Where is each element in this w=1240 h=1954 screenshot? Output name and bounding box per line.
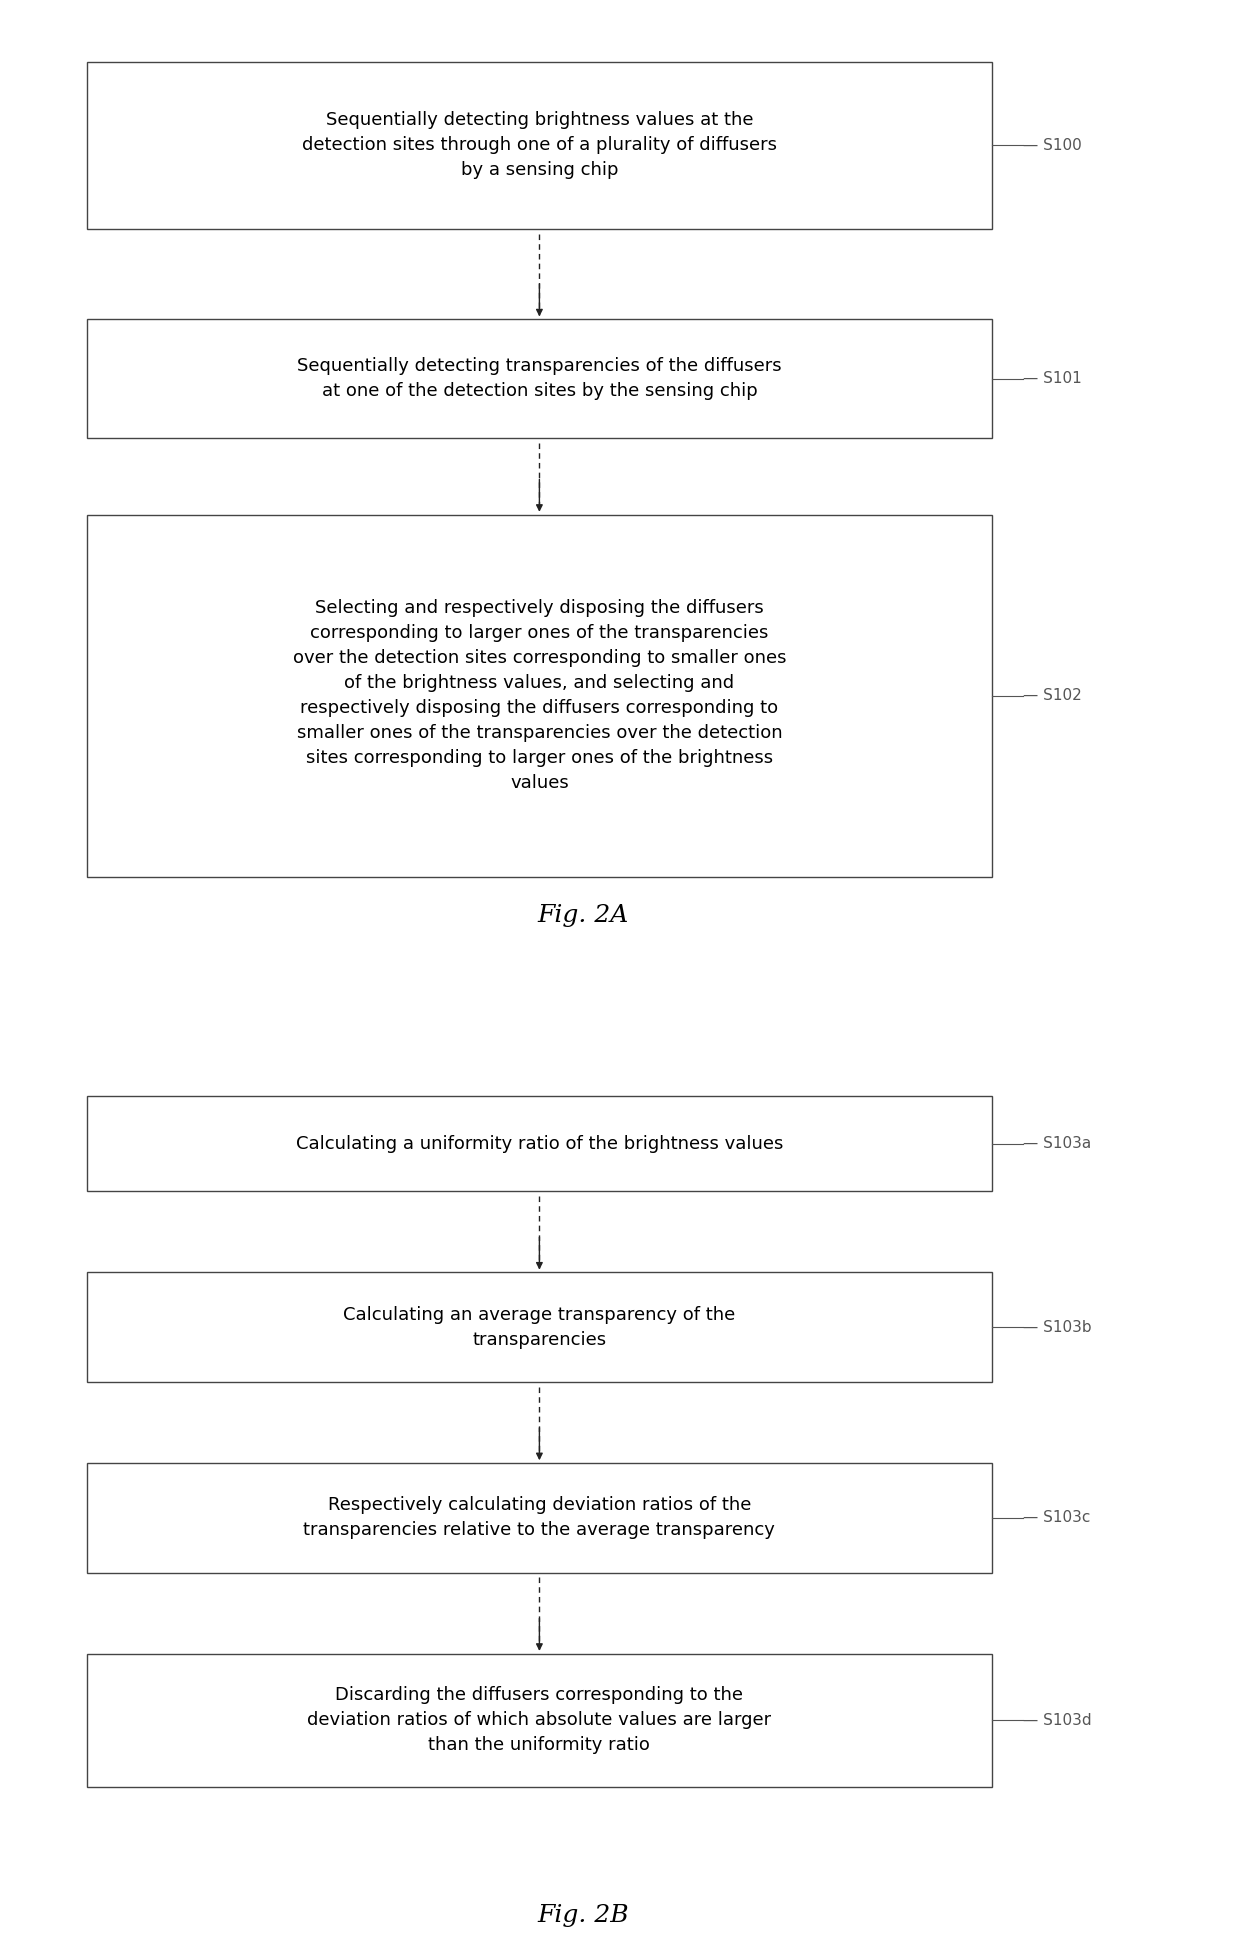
Text: — S103c: — S103c — [1023, 1510, 1090, 1526]
Text: — S102: — S102 — [1023, 688, 1081, 703]
Bar — [87, 319, 992, 438]
Text: Calculating a uniformity ratio of the brightness values: Calculating a uniformity ratio of the br… — [295, 1135, 784, 1153]
Text: — S103a: — S103a — [1023, 1137, 1091, 1151]
Text: Respectively calculating deviation ratios of the
transparencies relative to the : Respectively calculating deviation ratio… — [304, 1497, 775, 1540]
Text: Discarding the diffusers corresponding to the
deviation ratios of which absolute: Discarding the diffusers corresponding t… — [308, 1686, 771, 1755]
Text: Calculating an average transparency of the
transparencies: Calculating an average transparency of t… — [343, 1305, 735, 1348]
Text: — S100: — S100 — [1023, 139, 1081, 152]
Bar — [87, 63, 992, 229]
Text: Sequentially detecting transparencies of the diffusers
at one of the detection s: Sequentially detecting transparencies of… — [298, 358, 781, 401]
Text: — S103b: — S103b — [1023, 1319, 1091, 1335]
Bar — [87, 1653, 992, 1788]
Text: Fig. 2A: Fig. 2A — [537, 903, 629, 926]
Text: Sequentially detecting brightness values at the
detection sites through one of a: Sequentially detecting brightness values… — [301, 111, 777, 180]
Bar — [87, 1096, 992, 1192]
Text: Selecting and respectively disposing the diffusers
corresponding to larger ones : Selecting and respectively disposing the… — [293, 600, 786, 791]
Text: Fig. 2B: Fig. 2B — [537, 1905, 629, 1927]
Bar — [87, 1464, 992, 1573]
Text: — S101: — S101 — [1023, 371, 1081, 387]
Text: — S103d: — S103d — [1023, 1714, 1091, 1727]
Bar — [87, 1272, 992, 1381]
Bar — [87, 514, 992, 877]
